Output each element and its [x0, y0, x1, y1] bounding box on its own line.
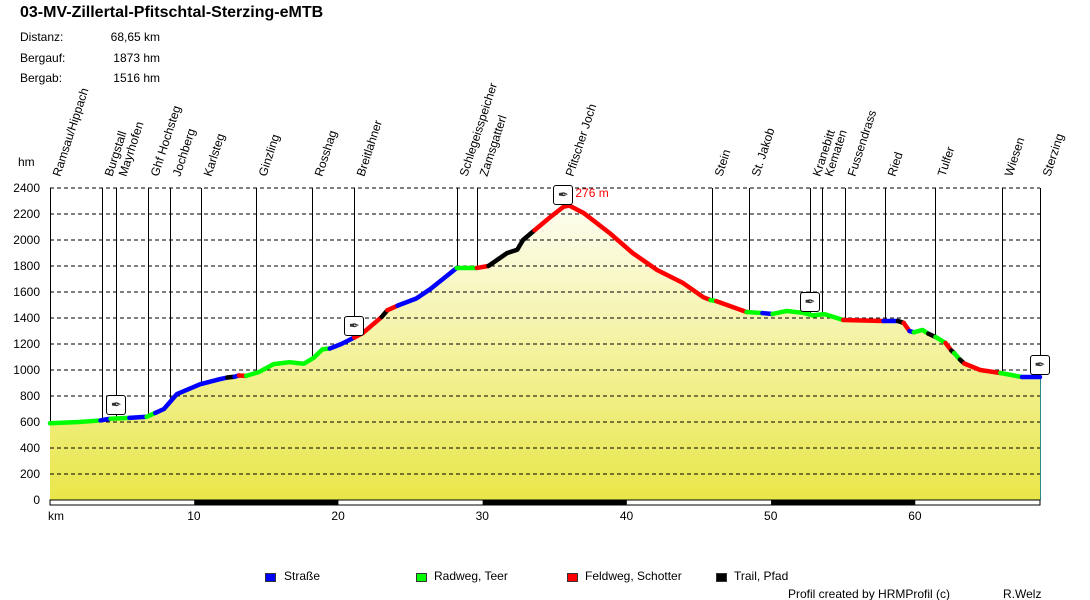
segment-strasse: [153, 375, 230, 416]
y-tick-label: 1200: [13, 337, 40, 351]
legend-swatch-feldweg: [567, 573, 578, 582]
x-axis-bar-segment: [482, 500, 627, 505]
distance-value: 68,65 km: [110, 30, 160, 44]
distance-label: Distanz:: [20, 30, 64, 44]
pen-marker-icon: ✒: [553, 184, 574, 205]
legend-swatch-radweg: [416, 573, 427, 582]
segment-radweg: [243, 346, 333, 379]
segment-feldweg: [840, 317, 886, 324]
segment-radweg: [108, 415, 132, 421]
descent-value: 1516 hm: [113, 71, 160, 85]
segment-strasse: [395, 265, 459, 308]
legend-swatch-strasse: [265, 573, 276, 582]
y-tick-label: 600: [19, 415, 40, 429]
y-tick-label: 2200: [13, 207, 40, 221]
pen-marker-icon: ✒: [1030, 355, 1050, 376]
segment-radweg: [998, 370, 1025, 380]
y-tick-label: 2000: [13, 233, 40, 247]
x-tick-label: 50: [764, 509, 778, 523]
segment-radweg: [911, 327, 931, 336]
y-tick-label: 0: [33, 493, 40, 507]
segment-radweg: [770, 308, 846, 323]
x-axis-bar-segment: [771, 500, 916, 505]
legend-label-feldweg: Feldweg, Schotter: [585, 569, 682, 583]
ascent-label: Bergauf:: [20, 51, 66, 65]
pen-marker-icon: ✒: [344, 315, 365, 336]
y-tick-label: 1800: [13, 259, 40, 273]
legend-label-strasse: Straße: [284, 569, 321, 583]
legend-swatch-trail: [716, 573, 727, 582]
pen-marker-icon: ✒: [106, 395, 127, 416]
y-tick-label: 400: [19, 441, 40, 455]
segment-feldweg: [532, 203, 713, 303]
x-tick-label: 40: [619, 509, 634, 523]
pen-marker-icon: ✒: [799, 292, 820, 313]
segment-strasse: [327, 335, 357, 351]
x-tick-label: 20: [331, 509, 345, 523]
legend-label-radweg: Radweg, Teer: [434, 569, 508, 583]
chart-title: 03-MV-Zillertal-Pfitschtal-Sterzing-eMTB: [20, 4, 324, 21]
ascent-value: 1873 hm: [113, 51, 160, 65]
segment-radweg: [47, 418, 103, 426]
segment-feldweg: [713, 298, 749, 315]
x-axis-bar-segment: [194, 500, 339, 505]
legend-label-trail: Trail, Pfad: [734, 569, 789, 583]
segment-feldweg: [962, 361, 1003, 376]
segment-radweg: [744, 309, 765, 316]
y-tick-label: 2400: [13, 181, 40, 195]
y-tick-label: 800: [19, 389, 40, 403]
segment-trail: [486, 228, 537, 269]
footer-credit: Profil created by HRMProfil (c): [788, 587, 951, 600]
peak-elevation-label: 276 m: [575, 185, 609, 200]
footer-author: R.Welz: [1003, 587, 1042, 600]
x-axis-label: km: [48, 509, 64, 523]
y-tick-label: 200: [19, 467, 40, 481]
profile-fill: [50, 205, 1040, 501]
y-axis-label: hm: [18, 155, 35, 169]
segment-strasse: [127, 414, 149, 421]
y-tick-label: 1600: [13, 285, 40, 299]
y-tick-label: 1000: [13, 363, 40, 377]
y-tick-label: 1400: [13, 311, 40, 325]
descent-label: Bergab:: [20, 71, 63, 85]
x-tick-label: 60: [908, 509, 922, 523]
x-tick-label: 30: [475, 509, 489, 523]
x-tick-label: 10: [187, 509, 201, 523]
